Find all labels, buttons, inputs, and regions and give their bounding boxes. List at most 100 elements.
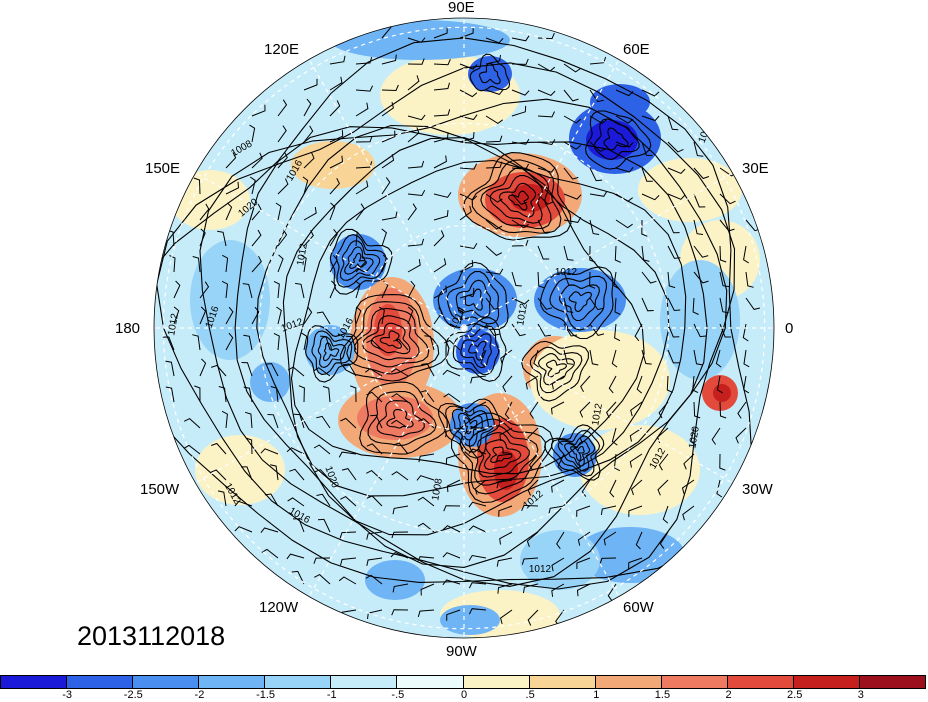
wind-barb xyxy=(576,583,591,597)
wind-barb xyxy=(381,130,396,143)
wind-barb xyxy=(613,271,620,290)
colorbar-tick-label: 2.5 xyxy=(787,689,803,701)
wind-barb xyxy=(390,368,409,377)
wind-barb xyxy=(276,306,282,325)
pressure-contour xyxy=(451,412,554,504)
wind-barb xyxy=(392,583,409,593)
wind-barb xyxy=(245,437,253,455)
wind-barb xyxy=(548,505,565,515)
wind-barb xyxy=(392,505,409,515)
colorbar-tick-label: -1 xyxy=(326,689,337,701)
wind-barb xyxy=(251,104,266,117)
wind-barb xyxy=(199,358,207,377)
wind-barb xyxy=(314,573,331,585)
wind-barb xyxy=(444,339,461,351)
colorbar-tick-label: 3 xyxy=(857,689,864,701)
wind-barb xyxy=(589,219,600,235)
wind-barb xyxy=(715,349,722,368)
wind-barb xyxy=(329,76,343,91)
wind-barb xyxy=(355,161,373,169)
wind-barb xyxy=(273,280,280,299)
wind-barb xyxy=(350,385,357,403)
lon-label-90w: 90W xyxy=(446,643,477,660)
wind-barb xyxy=(511,89,530,96)
wind-barb xyxy=(667,219,680,234)
pressure-contour xyxy=(483,439,522,470)
pressure-contour xyxy=(568,291,593,313)
colorbar-swatch xyxy=(397,676,464,688)
wind-barb xyxy=(485,219,503,230)
anomaly-blob xyxy=(195,435,285,505)
wind-barb xyxy=(468,608,487,615)
pressure-contour xyxy=(199,98,728,587)
wind-barb xyxy=(225,306,234,325)
wind-barb xyxy=(225,152,237,169)
wind-barb xyxy=(303,307,313,325)
wind-barb xyxy=(589,56,607,65)
wind-barb xyxy=(630,401,643,417)
wind-barb xyxy=(511,271,522,287)
wind-barb xyxy=(693,219,704,235)
wind-barb xyxy=(303,98,312,117)
wind-barb-layer xyxy=(162,21,761,627)
colorbar-tick-label: 1.5 xyxy=(654,689,671,701)
meridian-line xyxy=(195,172,465,329)
wind-barb xyxy=(366,531,383,540)
wind-barb xyxy=(199,203,210,221)
wind-barb xyxy=(719,245,727,263)
meridian-line xyxy=(463,327,733,484)
wind-barb xyxy=(381,254,389,273)
wind-barb xyxy=(340,557,357,566)
wind-barb xyxy=(289,468,305,481)
wind-barb xyxy=(366,557,383,567)
wind-barb xyxy=(192,256,201,273)
wind-barb xyxy=(421,363,435,377)
wind-barb xyxy=(329,280,337,299)
wind-barb xyxy=(270,386,279,403)
wind-barb xyxy=(225,181,240,195)
wind-barb xyxy=(641,141,653,157)
pressure-contour xyxy=(468,425,539,486)
wind-barb xyxy=(499,427,513,442)
wind-barb xyxy=(277,178,289,195)
wind-barb xyxy=(355,306,362,325)
wind-barb xyxy=(557,427,565,446)
wind-barb xyxy=(433,132,449,143)
wind-barb xyxy=(603,531,617,546)
wind-barb xyxy=(469,427,487,434)
contour-label: 1012 xyxy=(555,267,578,278)
wind-barb xyxy=(667,167,686,174)
wind-barb xyxy=(407,114,426,121)
wind-barb xyxy=(393,442,409,455)
pressure-contour xyxy=(335,234,387,288)
wind-barb xyxy=(485,297,501,310)
wind-barb xyxy=(550,401,565,415)
wind-barb xyxy=(735,427,747,444)
wind-barb xyxy=(210,469,227,481)
wind-barb xyxy=(485,135,503,143)
wind-barb xyxy=(537,63,556,72)
wind-barb xyxy=(317,518,331,533)
latitude-circle xyxy=(361,225,567,431)
wind-barb xyxy=(563,271,575,286)
wind-barb xyxy=(303,207,317,221)
colorbar-swatch xyxy=(265,676,332,688)
wind-barb xyxy=(355,85,374,92)
wind-barb xyxy=(667,349,680,364)
wind-barb xyxy=(391,471,409,481)
wind-barb xyxy=(563,297,574,313)
wind-barb xyxy=(303,125,314,143)
wind-barb xyxy=(743,245,749,264)
pressure-contour xyxy=(508,190,529,211)
pressure-contour xyxy=(359,381,448,455)
pressure-contour xyxy=(339,294,450,382)
wind-barb xyxy=(528,453,539,471)
wind-barb xyxy=(692,297,699,315)
wind-barb xyxy=(611,349,618,368)
wind-barb xyxy=(716,479,723,498)
wind-barb xyxy=(606,401,617,418)
pressure-contour xyxy=(603,127,629,151)
wind-barb xyxy=(511,35,530,42)
wind-barb xyxy=(443,505,461,512)
wind-barb xyxy=(521,504,539,512)
